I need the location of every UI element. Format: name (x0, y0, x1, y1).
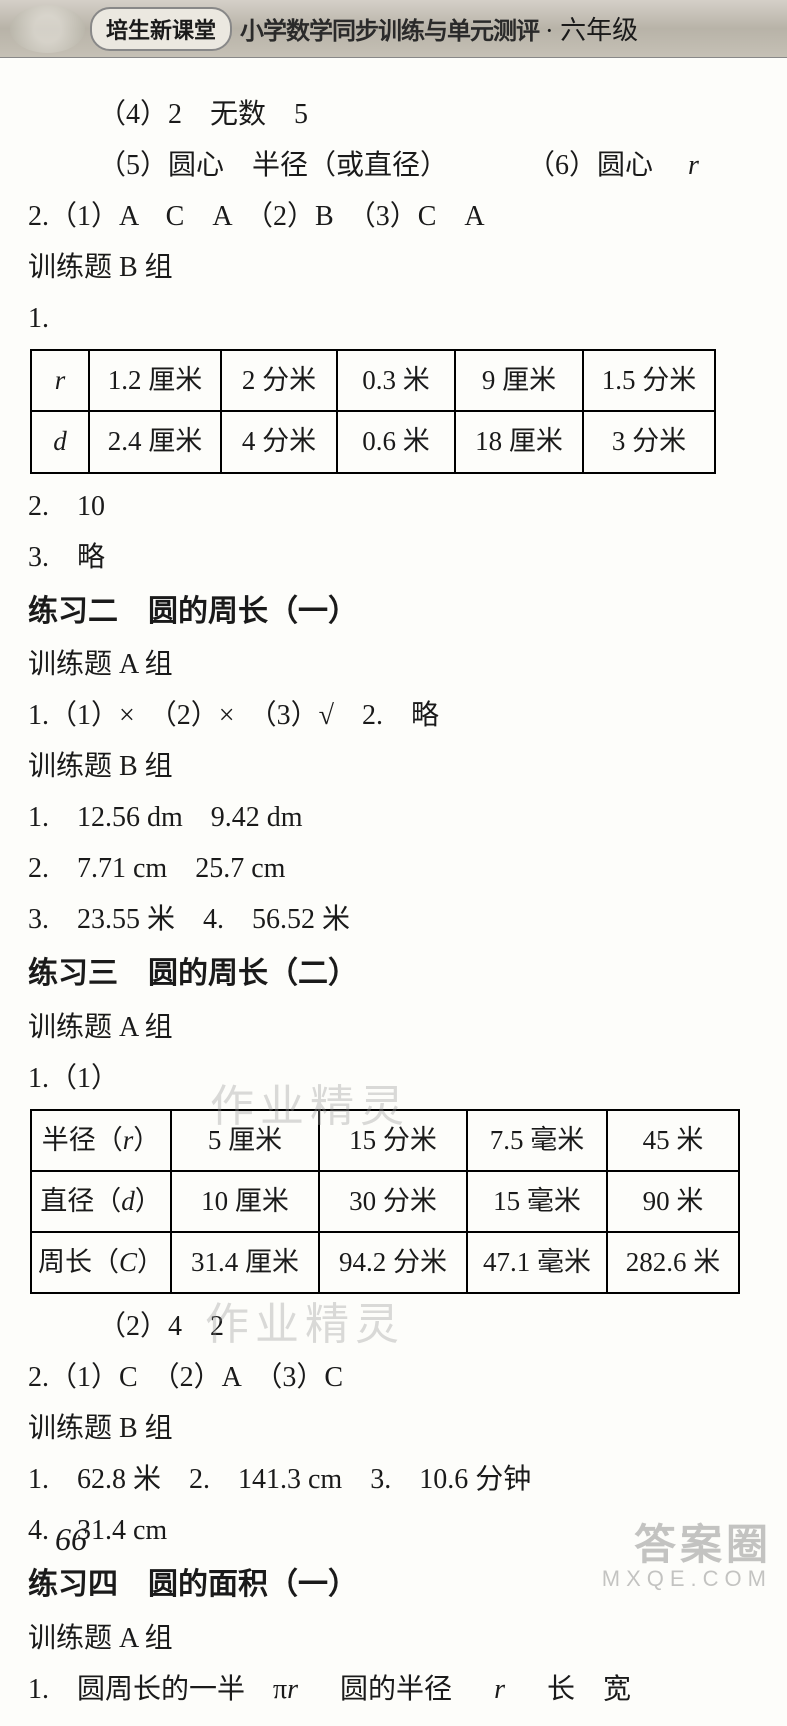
data-table-1: r 1.2 厘米 2 分米 0.3 米 9 厘米 1.5 分米 d 2.4 厘米… (30, 349, 716, 474)
page-header: 培生新课堂 小学数学同步训练与单元测评 · 六年级 (0, 0, 787, 58)
answer-line: 1. (28, 294, 759, 343)
data-table-2: 半径（r） 5 厘米 15 分米 7.5 毫米 45 米 直径（d） 10 厘米… (30, 1109, 740, 1295)
group-title: 训练题 A 组 (28, 1003, 759, 1052)
table-cell: 半径（r） (31, 1110, 171, 1171)
table-cell: 94.2 分米 (319, 1232, 467, 1293)
table-row: r 1.2 厘米 2 分米 0.3 米 9 厘米 1.5 分米 (31, 350, 715, 411)
table-cell: 2.4 厘米 (89, 411, 221, 472)
header-badge: 培生新课堂 (90, 7, 232, 51)
answer-line: 1. 62.8 米 2. 141.3 cm 3. 10.6 分钟 (28, 1455, 759, 1504)
table-cell: 30 分米 (319, 1171, 467, 1232)
section-title: 练习三 圆的周长（二） (28, 948, 759, 1001)
table-cell: 15 分米 (319, 1110, 467, 1171)
footer-brand: 答案圈 MXQE.COM (602, 1511, 772, 1592)
table-cell: 1.5 分米 (583, 350, 715, 411)
header-title: 小学数学同步训练与单元测评 (240, 11, 539, 46)
table-row: d 2.4 厘米 4 分米 0.6 米 18 厘米 3 分米 (31, 411, 715, 472)
answer-line: 1.（1） (28, 1054, 759, 1103)
group-title: 训练题 A 组 (28, 640, 759, 689)
table-cell: 31.4 厘米 (171, 1232, 319, 1293)
table-cell: 直径（d） (31, 1171, 171, 1232)
page-content: （4）2 无数 5 （5）圆心 半径（或直径） （6）圆心 r 2.（1）A C… (0, 58, 787, 1726)
table-cell: 9 厘米 (455, 350, 583, 411)
group-title: 训练题 B 组 (28, 742, 759, 791)
footer-en: MXQE.COM (602, 1566, 772, 1592)
answer-line: 3. 略 (28, 533, 759, 582)
answer-line: 2.（1）C （2）A （3）C (28, 1353, 759, 1402)
table-row: 直径（d） 10 厘米 30 分米 15 毫米 90 米 (31, 1171, 739, 1232)
answer-line: 1. 12.56 dm 9.42 dm (28, 793, 759, 842)
answer-line: （4）2 无数 5 (28, 90, 759, 139)
text: 1. 圆周长的一半 π (28, 1674, 287, 1705)
table-cell: 15 毫米 (467, 1171, 607, 1232)
answer-line: 2. 10 (28, 482, 759, 531)
group-title: 训练题 B 组 (28, 243, 759, 292)
header-decoration (10, 5, 85, 53)
table-cell: r (31, 350, 89, 411)
answer-line: （2）4 2 (28, 1302, 759, 1351)
answer-line: （5）圆心 半径（或直径） （6）圆心 r (28, 141, 759, 190)
group-title: 训练题 A 组 (28, 1614, 759, 1663)
table-cell: 47.1 毫米 (467, 1232, 607, 1293)
table-row: 半径（r） 5 厘米 15 分米 7.5 毫米 45 米 (31, 1110, 739, 1171)
header-grade: · 六年级 (545, 10, 638, 47)
answer-line: 2.（1）A C A （2）B （3）C A (28, 192, 759, 241)
table-cell: 282.6 米 (607, 1232, 739, 1293)
table-cell: 45 米 (607, 1110, 739, 1171)
section-title: 练习二 圆的周长（一） (28, 586, 759, 639)
text: 圆的半径 (340, 1674, 452, 1705)
table-cell: 18 厘米 (455, 411, 583, 472)
table-cell: 0.3 米 (337, 350, 455, 411)
text: 长 宽 (547, 1674, 631, 1705)
table-cell: 7.5 毫米 (467, 1110, 607, 1171)
text-italic: r (287, 1674, 298, 1705)
table-cell: d (31, 411, 89, 472)
answer-line: 2. 7.71 cm 25.7 cm (28, 844, 759, 893)
table-cell: 2 分米 (221, 350, 337, 411)
table-cell: 10 厘米 (171, 1171, 319, 1232)
table-cell: 周长（C） (31, 1232, 171, 1293)
table-row: 周长（C） 31.4 厘米 94.2 分米 47.1 毫米 282.6 米 (31, 1232, 739, 1293)
footer-cn: 答案圈 (602, 1511, 772, 1572)
table-cell: 5 厘米 (171, 1110, 319, 1171)
answer-line: 3. 23.55 米 4. 56.52 米 (28, 895, 759, 944)
answer-line: 1. 圆周长的一半 πr 圆的半径 r 长 宽 (28, 1665, 759, 1714)
text: （6）圆心 (527, 150, 653, 181)
page-number: 66 (55, 1521, 87, 1558)
table-cell: 4 分米 (221, 411, 337, 472)
table-cell: 0.6 米 (337, 411, 455, 472)
table-cell: 1.2 厘米 (89, 350, 221, 411)
table-cell: 3 分米 (583, 411, 715, 472)
group-title: 训练题 B 组 (28, 1404, 759, 1453)
answer-line: 1.（1）× （2）× （3）√ 2. 略 (28, 691, 759, 740)
table-cell: 90 米 (607, 1171, 739, 1232)
text-italic: r (688, 150, 699, 181)
text: （5）圆心 半径（或直径） (98, 150, 448, 181)
text-italic: r (494, 1674, 505, 1705)
